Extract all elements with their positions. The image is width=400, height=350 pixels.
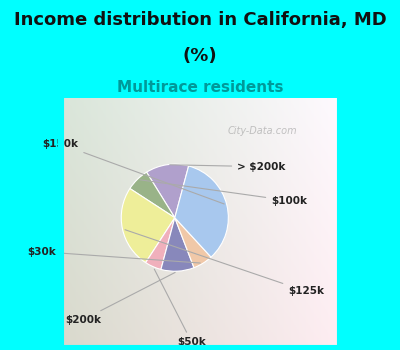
Wedge shape <box>146 164 189 218</box>
Wedge shape <box>175 218 211 268</box>
Wedge shape <box>121 189 175 262</box>
Wedge shape <box>146 218 175 270</box>
Text: $200k: $200k <box>65 272 175 325</box>
Text: $100k: $100k <box>140 180 307 206</box>
Wedge shape <box>175 166 228 257</box>
Text: $50k: $50k <box>154 269 206 348</box>
Wedge shape <box>130 172 175 218</box>
Text: City-Data.com: City-Data.com <box>228 126 298 136</box>
Text: $30k: $30k <box>27 247 200 263</box>
Text: (%): (%) <box>183 47 217 65</box>
Wedge shape <box>161 218 194 271</box>
Text: $150k: $150k <box>42 139 224 204</box>
Text: Multirace residents: Multirace residents <box>117 79 283 94</box>
Text: Income distribution in California, MD: Income distribution in California, MD <box>14 10 386 28</box>
Text: > $200k: > $200k <box>170 162 286 172</box>
Text: $125k: $125k <box>125 230 324 296</box>
